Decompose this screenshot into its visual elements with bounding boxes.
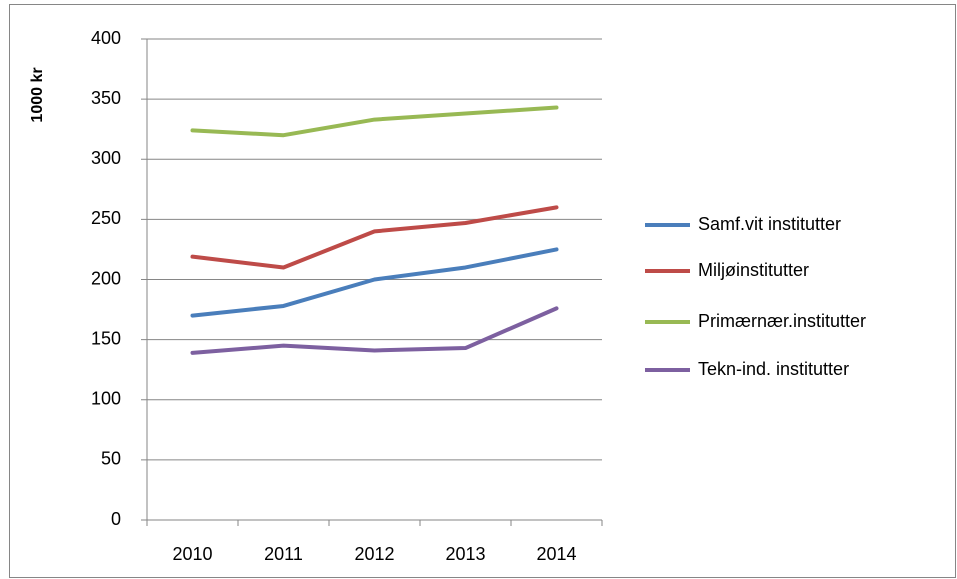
- line-series: [190, 105, 559, 138]
- x-tick-label: 2012: [354, 544, 394, 564]
- x-tick-label: 2014: [536, 544, 576, 564]
- x-tick-label: 2010: [172, 544, 212, 564]
- y-tick-label: 300: [91, 148, 121, 168]
- y-tick-label: 350: [91, 88, 121, 108]
- legend-label: Samf.vit institutter: [698, 214, 841, 234]
- x-tick-label: 2013: [445, 544, 485, 564]
- y-tick-label: 50: [101, 449, 121, 469]
- chart-frame: [9, 4, 956, 578]
- x-tick-label: 2011: [264, 544, 303, 564]
- y-tick-label: 150: [91, 328, 121, 348]
- y-tick-label: 400: [91, 28, 121, 48]
- line-series: [190, 247, 559, 318]
- line-series: [190, 306, 559, 355]
- y-tick-label: 200: [91, 268, 121, 288]
- y-axis-label: 1000 kr: [29, 67, 46, 122]
- line-series: [190, 205, 559, 270]
- y-tick-label: 250: [91, 208, 121, 228]
- y-tick-label: 100: [91, 389, 121, 409]
- legend-label: Primærnær.institutter: [698, 311, 866, 331]
- y-tick-label: 0: [111, 509, 121, 529]
- legend-label: Tekn-ind. institutter: [698, 359, 849, 379]
- legend-label: Miljøinstitutter: [698, 260, 809, 280]
